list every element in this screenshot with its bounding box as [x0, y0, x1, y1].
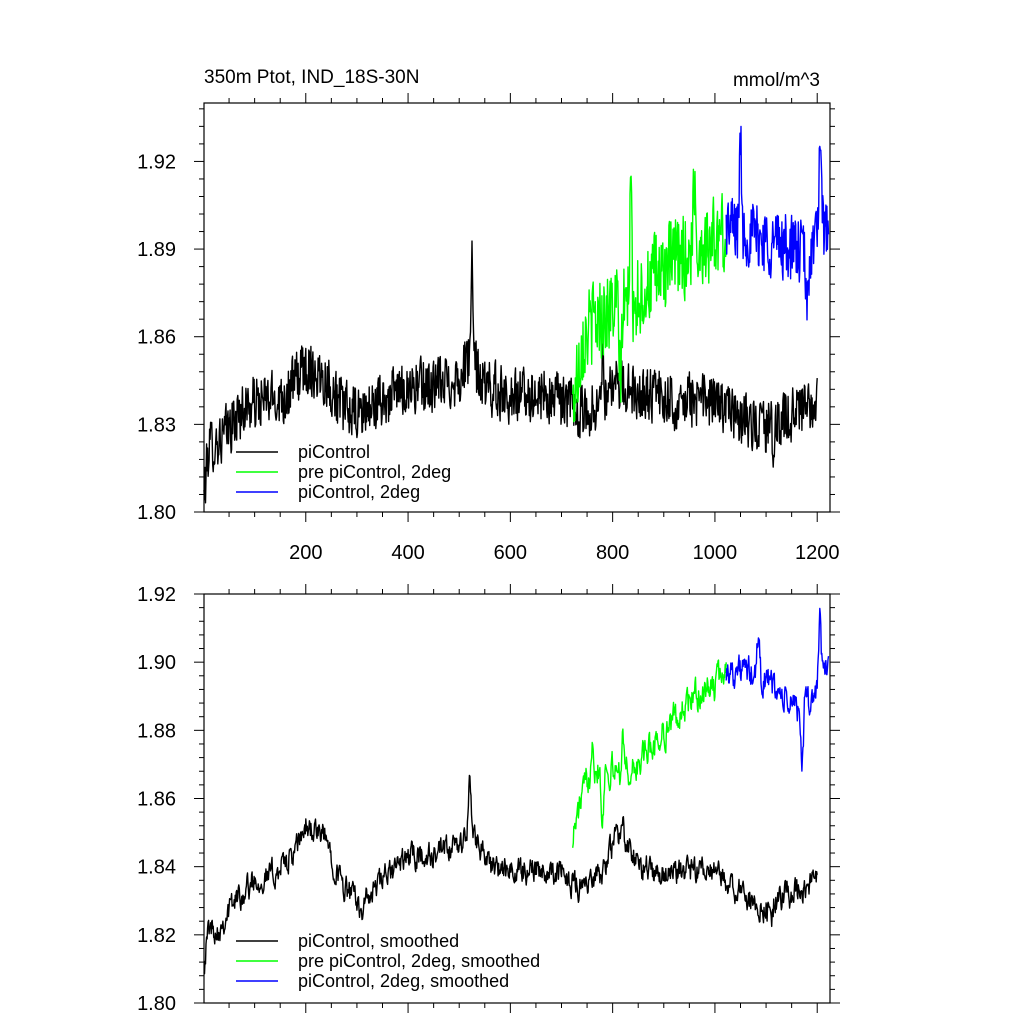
top-panel-chart: 200 400 600 800 1000 1200 1.80 1.83 1.86 1.89 1.92… — [137, 93, 840, 564]
y-tick-label: 1.84 — [137, 857, 176, 879]
y-tick-label: 1.90 — [137, 652, 176, 674]
legend-label: pre piControl, 2deg — [298, 462, 451, 482]
series-line-1 — [203, 774, 818, 975]
legend-label: piControl, smoothed — [298, 931, 459, 951]
series-line-2 — [572, 168, 727, 423]
x-tick-label: 1200 — [795, 542, 840, 564]
y-tick-label: 1.80 — [137, 993, 176, 1015]
series-line-3 — [725, 125, 830, 321]
y-tick-label: 1.80 — [137, 502, 176, 524]
x-tick-label: 600 — [494, 542, 527, 564]
legend-label: piControl, 2deg, smoothed — [298, 971, 509, 991]
y-tick-label: 1.86 — [137, 327, 176, 349]
x-tick-label: 1000 — [693, 542, 738, 564]
y-tick-label: 1.86 — [137, 789, 176, 811]
y-tick-label: 1.92 — [137, 151, 176, 173]
legend-label: piControl, 2deg — [298, 482, 420, 502]
series-line-2 — [572, 659, 727, 848]
y-tick-label: 1.83 — [137, 414, 176, 436]
legend-label: pre piControl, 2deg, smoothed — [298, 951, 540, 971]
y-tick-label: 1.89 — [137, 239, 176, 261]
units-label: mmol/m^3 — [733, 70, 820, 91]
series-line-1 — [203, 240, 818, 504]
legend-label: piControl — [298, 442, 370, 462]
series-line-3 — [725, 607, 830, 772]
x-tick-label: 800 — [596, 542, 629, 564]
y-tick-label: 1.82 — [137, 925, 176, 947]
y-tick-label: 1.88 — [137, 720, 176, 742]
plot-frame — [203, 102, 831, 513]
x-tick-label: 400 — [391, 542, 424, 564]
figure-title: 350m Ptot, IND_18S-30N — [204, 67, 419, 88]
y-tick-label: 1.92 — [137, 584, 176, 606]
x-tick-label: 200 — [289, 542, 322, 564]
bottom-panel-chart: 1.80 1.82 1.84 1.86 1.88 1.90 1.92 piControl, s… — [137, 584, 840, 1015]
